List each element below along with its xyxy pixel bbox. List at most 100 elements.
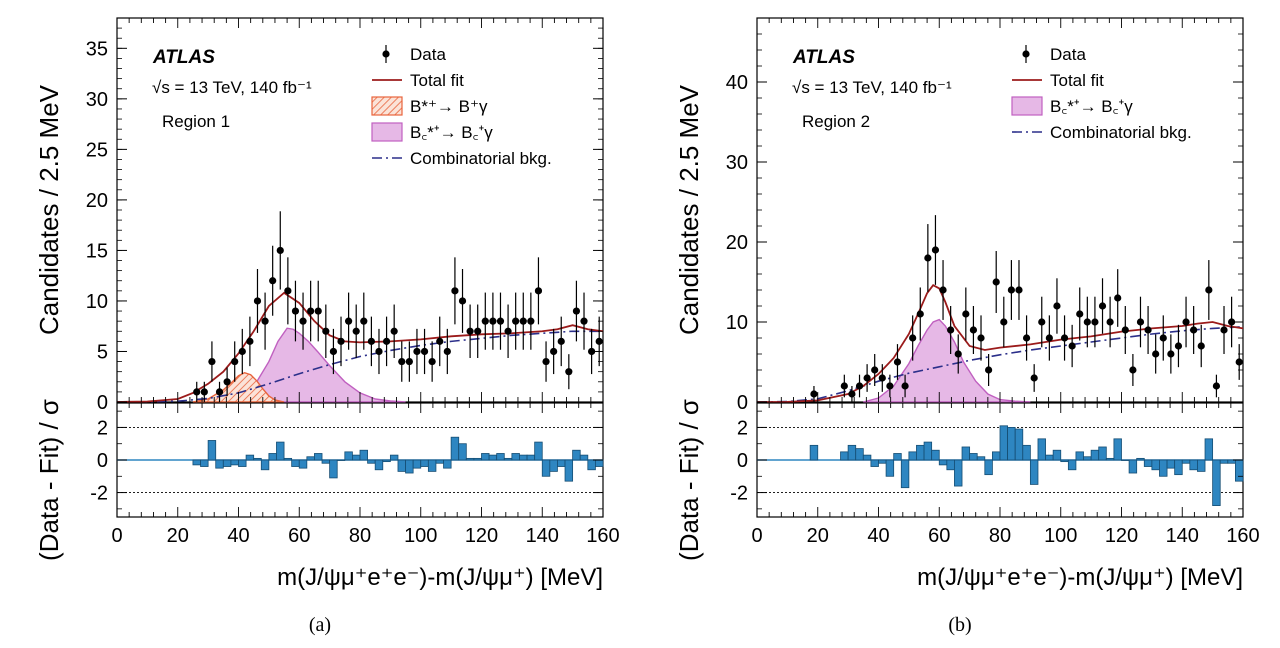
residual-bar (443, 459, 452, 469)
residual-bar (488, 454, 498, 461)
residual-bar (1197, 459, 1206, 472)
residual-bar (1022, 444, 1031, 461)
data-point (489, 317, 497, 325)
residual-bar (344, 451, 353, 461)
residual-bar (916, 444, 925, 461)
region-label: Region 1 (162, 112, 230, 131)
x-tick-label: 20 (807, 525, 829, 547)
data-point (985, 366, 993, 374)
residual-bar (412, 459, 422, 469)
residual-bar (1098, 446, 1107, 461)
residual-bar (992, 451, 1001, 461)
data-point (557, 337, 565, 345)
data-point (352, 327, 360, 335)
residual-bar (961, 446, 971, 461)
data-point (886, 382, 894, 390)
legend-data-marker (382, 50, 390, 58)
main-plot-frame (116, 17, 604, 403)
residual-bar (496, 453, 505, 461)
data-point (840, 382, 848, 390)
residual-bar (519, 454, 528, 461)
data-point (1235, 358, 1243, 366)
data-point (299, 317, 307, 325)
data-point (1228, 318, 1236, 326)
x-tick-label: 40 (227, 525, 249, 547)
ratio-y-tick-label: 0 (97, 450, 108, 472)
residual-bar (1007, 427, 1016, 461)
ratio-y-tick-label: 0 (737, 450, 748, 472)
data-point (1076, 310, 1084, 318)
residual-bar (1113, 438, 1122, 461)
data-point (931, 246, 940, 254)
data-point (977, 334, 985, 342)
data-point (360, 317, 368, 325)
data-point (924, 254, 932, 262)
x-tick-label: 0 (111, 525, 122, 547)
data-point (1220, 326, 1228, 334)
residual-bar (283, 457, 293, 461)
residual-bar (900, 459, 910, 489)
ratio-y-tick-label: -2 (730, 483, 748, 505)
total-fit-curve (756, 284, 1244, 403)
residual-bar (923, 441, 933, 461)
residual-bar (253, 457, 262, 461)
data-point (871, 366, 879, 374)
residual-bar (314, 453, 323, 461)
data-point (527, 317, 535, 325)
data-point (223, 378, 231, 386)
residual-bar (230, 459, 239, 466)
x-tick-label: 140 (1166, 525, 1199, 547)
residual-bar (999, 425, 1008, 461)
residual-bar (1128, 459, 1138, 474)
residual-bar (1204, 438, 1214, 461)
y-tick-label: 15 (86, 240, 108, 262)
residual-bar (1189, 459, 1198, 471)
residual-bar (245, 454, 255, 461)
x-tick-label: 160 (1226, 525, 1259, 547)
legend-signal-bc-label: B꜀*⁺→ B꜀⁺γ (410, 123, 493, 142)
x-tick-label: 0 (751, 525, 762, 547)
data-point (878, 374, 886, 382)
legend-signal-bc-label: B꜀*⁺→ B꜀⁺γ (1050, 97, 1133, 116)
residual-bar (427, 459, 437, 472)
data-point (345, 317, 353, 325)
data-point (200, 388, 208, 396)
residual-bar (847, 444, 857, 461)
data-point (580, 317, 588, 325)
residual-bar (862, 454, 872, 461)
residual-bar (1052, 449, 1062, 461)
data-point (1121, 326, 1129, 334)
residual-bar (367, 459, 376, 464)
residual-bar (946, 459, 955, 471)
legend-data-marker (1022, 50, 1030, 58)
data-point (1053, 302, 1061, 310)
data-point (307, 307, 315, 315)
data-point (253, 297, 262, 305)
data-point (534, 287, 543, 295)
data-point (466, 327, 474, 335)
experiment-label: ATLAS (152, 47, 215, 68)
ratio-y-axis-label: (Data - Fit) / σ (34, 399, 64, 561)
residual-bar (938, 459, 948, 466)
ratio-y-tick-label: 2 (97, 417, 108, 439)
residual-bar (1181, 459, 1191, 464)
residual-bar (260, 459, 270, 471)
data-point (1083, 318, 1091, 326)
residual-bar (1075, 451, 1084, 461)
residual-bar (969, 453, 978, 461)
y-tick-label: 20 (86, 190, 108, 212)
residual-bar (268, 453, 277, 461)
y-tick-label: 0 (97, 392, 108, 414)
x-tick-label: 60 (288, 525, 310, 547)
residual-bar (595, 459, 604, 467)
data-point (443, 347, 451, 356)
data-point (939, 286, 947, 294)
residual-bar (526, 454, 536, 461)
region-label: Region 2 (802, 112, 870, 131)
residual-bar (954, 459, 963, 487)
residual-bar (1105, 457, 1115, 461)
y-tick-label: 35 (86, 38, 108, 60)
caption-b: (b) (948, 614, 972, 636)
